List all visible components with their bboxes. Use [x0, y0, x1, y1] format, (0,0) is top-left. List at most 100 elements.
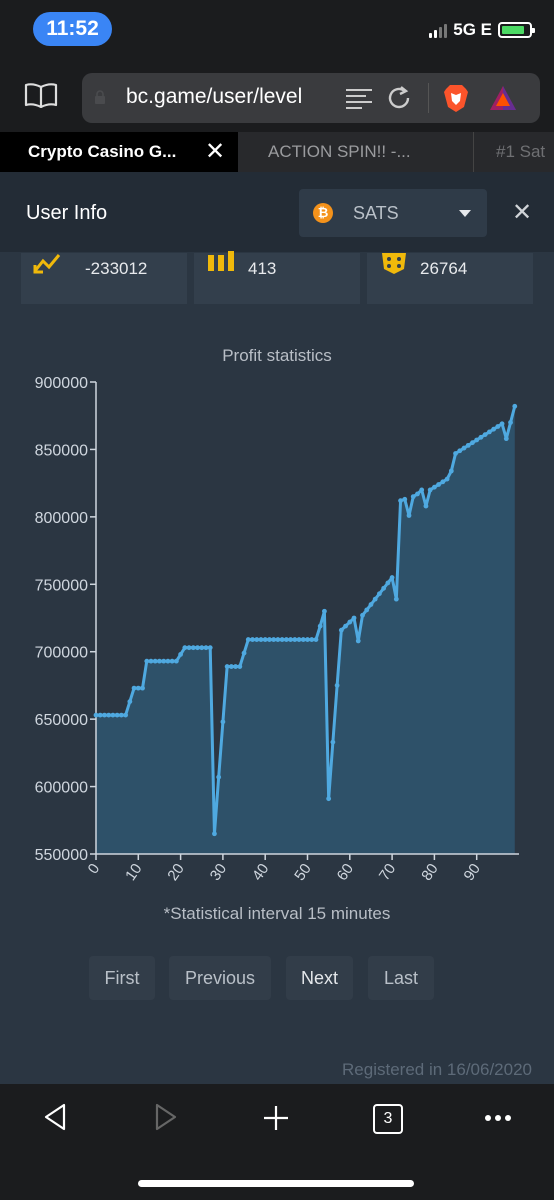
tab-action-spin[interactable]: ACTION SPIN!! -... [238, 132, 472, 172]
modal-header: User Info ₿ SATS ✕ [0, 172, 554, 252]
data-point [474, 437, 480, 443]
data-point [110, 712, 116, 718]
y-tick-label: 550000 [35, 847, 88, 864]
reader-mode-icon[interactable] [344, 87, 374, 109]
data-point [195, 645, 200, 651]
data-point [317, 623, 323, 629]
stat-value-profit: -233012 [85, 259, 148, 278]
data-point [224, 664, 230, 669]
user-info-modal: User Info ₿ SATS ✕ -233012 413 [0, 172, 554, 1084]
data-point [279, 637, 285, 642]
reload-icon[interactable] [386, 85, 412, 111]
url-bar[interactable]: bc.game/user/level [82, 73, 540, 123]
data-point [338, 627, 344, 633]
brave-shields-icon[interactable] [442, 83, 470, 113]
data-point [245, 637, 251, 642]
data-point [157, 658, 162, 664]
brave-rewards-icon[interactable] [488, 84, 518, 112]
x-tick-label: 40 [249, 861, 272, 884]
data-point [482, 432, 488, 437]
tab-crypto-casino[interactable]: Crypto Casino G... ✕ [0, 132, 238, 172]
data-point [148, 658, 154, 664]
x-tick-label: 10 [122, 861, 145, 884]
data-point [118, 712, 124, 718]
tabs-count-button[interactable]: 3 [373, 1104, 403, 1134]
data-point [106, 712, 112, 718]
y-tick-label: 900000 [35, 375, 88, 392]
more-menu-icon[interactable] [484, 1114, 512, 1122]
stat-card-bets: 26764 [367, 253, 533, 304]
data-point [190, 645, 196, 651]
browser-tab-bar: Crypto Casino G... ✕ ACTION SPIN!! -... … [0, 132, 554, 172]
data-point [364, 607, 370, 613]
battery-icon [498, 22, 535, 38]
data-point [470, 440, 475, 446]
data-point [123, 712, 129, 718]
first-page-button[interactable]: First [89, 956, 155, 1000]
data-point [457, 448, 463, 454]
forward-icon[interactable] [153, 1102, 179, 1132]
chart-area-fill [96, 406, 515, 854]
data-point [207, 645, 213, 651]
data-point [296, 637, 302, 642]
data-point [351, 615, 357, 621]
home-indicator [138, 1180, 414, 1187]
x-tick-label: 90 [460, 861, 483, 884]
data-point [393, 596, 399, 602]
currency-label: SATS [353, 203, 399, 223]
bitcoin-icon: ₿ [313, 203, 333, 223]
chart-title: Profit statistics [222, 346, 332, 365]
data-point [499, 421, 505, 427]
data-point [267, 637, 272, 642]
dice-icon [382, 253, 406, 274]
x-tick-label: 60 [334, 861, 357, 884]
data-point [436, 482, 442, 487]
currency-select[interactable]: ₿ SATS [299, 189, 487, 237]
data-point [114, 712, 120, 718]
bookmarks-icon[interactable] [24, 82, 58, 108]
data-point [381, 585, 387, 591]
data-point [448, 468, 454, 474]
data-point [102, 712, 107, 718]
data-point [461, 445, 467, 451]
data-point [186, 645, 192, 651]
stat-card-wins: 413 [194, 251, 360, 304]
tab-sat[interactable]: #1 Sat [473, 132, 554, 172]
data-point [360, 612, 365, 618]
data-point [432, 484, 437, 490]
next-page-button[interactable]: Next [286, 956, 353, 1000]
data-point [398, 498, 403, 504]
data-point [152, 658, 158, 664]
registration-date: Registered in 16/06/2020 [342, 1060, 532, 1079]
stat-value-bets: 26764 [420, 259, 468, 278]
y-tick-label: 750000 [35, 577, 88, 594]
data-point [237, 664, 243, 669]
new-tab-icon[interactable] [262, 1104, 290, 1132]
data-point [512, 403, 518, 409]
time-display: 11:52 [33, 12, 112, 46]
browser-toolbar: bc.game/user/level [0, 58, 554, 132]
data-point [495, 424, 501, 429]
data-point [300, 637, 306, 642]
y-tick-label: 800000 [35, 510, 88, 527]
last-page-button[interactable]: Last [368, 956, 434, 1000]
data-point [165, 658, 171, 664]
lock-icon [95, 90, 105, 104]
browser-bottom-bar: 3 [0, 1084, 554, 1200]
data-point [233, 664, 238, 669]
status-bar: 11:52 5G E [0, 0, 554, 58]
tab-label: Crypto Casino G... [28, 142, 177, 161]
x-tick-label: 30 [207, 861, 230, 884]
previous-page-button[interactable]: Previous [169, 956, 271, 1000]
status-indicators: 5G E [429, 20, 535, 40]
close-modal-button[interactable]: ✕ [512, 199, 533, 226]
data-point [465, 442, 471, 448]
profit-chart: Profit statistics 550000 600000 650000 7000… [0, 332, 554, 932]
data-point [486, 429, 492, 435]
close-tab-icon[interactable]: ✕ [205, 138, 226, 165]
back-icon[interactable] [42, 1102, 68, 1132]
data-point [410, 494, 416, 500]
x-tick-label: 80 [418, 861, 441, 884]
data-point [250, 637, 255, 642]
y-tick-label: 650000 [35, 712, 88, 729]
